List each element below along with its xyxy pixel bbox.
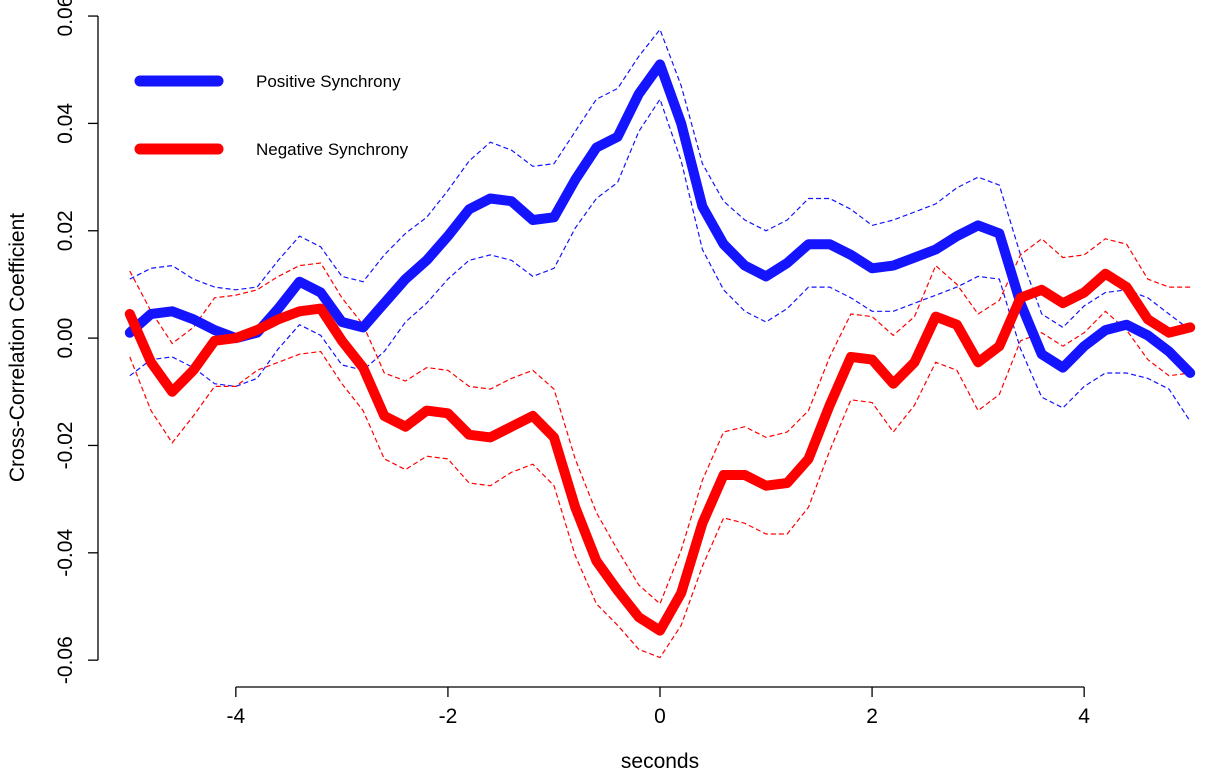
x-tick-label: -4: [227, 705, 246, 728]
x-tick-label: 0: [654, 705, 666, 728]
series-lines: [124, 59, 1196, 636]
y-axis-title: Cross-Correlation Coefficient: [6, 213, 29, 482]
y-tick-label: 0.06: [54, 0, 77, 36]
legend: Positive Synchrony Negative Synchrony: [134, 72, 409, 159]
legend-label-positive-synchrony: Positive Synchrony: [256, 72, 401, 91]
y-tick-label: -0.04: [54, 529, 77, 577]
legend-label-negative-synchrony: Negative Synchrony: [256, 140, 409, 159]
x-tick-label: -2: [439, 705, 458, 728]
axes: -4 -2 0 2 4 -0.06 -0.04 -0.02 0.00 0.02 0.04 0.06: [54, 0, 1090, 728]
x-tick-label: 4: [1078, 705, 1090, 728]
y-tick-label: 0.00: [54, 318, 77, 359]
y-tick-label: 0.02: [54, 210, 77, 251]
positive-synchrony-upper-bound: [129, 28, 1191, 331]
y-tick-label: -0.02: [54, 422, 77, 470]
y-tick-label: 0.04: [54, 103, 77, 144]
x-tick-label: 2: [866, 705, 878, 728]
negative-synchrony-lower-bound: [129, 310, 1191, 659]
confidence-bands: [129, 28, 1191, 659]
y-tick-label: -0.06: [54, 636, 77, 684]
positive-synchrony-line: [124, 59, 1196, 378]
negative-synchrony-line: [124, 268, 1196, 636]
x-axis-title: seconds: [621, 750, 699, 773]
